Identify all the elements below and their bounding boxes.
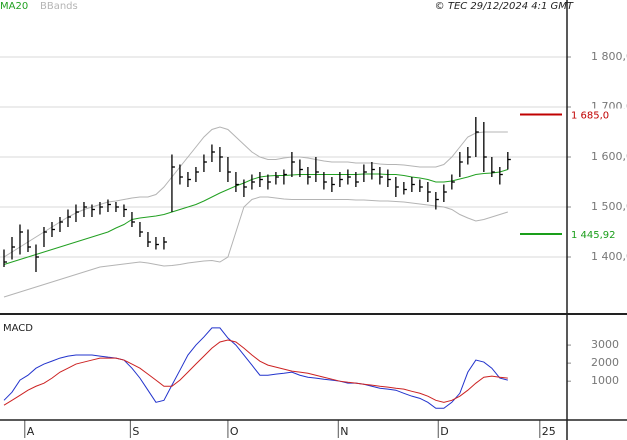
legend-ma: MA20 <box>0 1 28 12</box>
level-label-bg <box>570 228 627 241</box>
x-tick-label: A <box>27 425 35 438</box>
x-tick-label: S <box>132 425 139 438</box>
y-tick-label: 1 500,00 <box>591 200 627 213</box>
line-series <box>3 196 508 298</box>
macd-title: MACD <box>3 323 33 334</box>
x-tick-label: N <box>340 425 348 438</box>
y-tick-label: 1 600,00 <box>591 150 627 163</box>
x-tick-label: O <box>230 425 239 438</box>
legend-bbands: BBands <box>40 1 78 12</box>
copyright: © TEC 29/12/2024 4:1 GMT <box>435 1 574 12</box>
y-tick-label: 1000 <box>591 374 619 387</box>
y-tick-label: 1 800,00 <box>591 50 627 63</box>
y-tick-label: 1 400,00 <box>591 250 627 263</box>
x-tick-label: D <box>440 425 448 438</box>
x-tick-label: 25 <box>542 425 556 438</box>
level-label: 1 445,92 <box>571 230 616 241</box>
line-series <box>3 169 508 265</box>
y-tick-label: 3000 <box>591 338 619 351</box>
line-series <box>3 126 508 258</box>
y-tick-label: 2000 <box>591 356 619 369</box>
level-label: 1 685,0 <box>571 111 609 122</box>
line-series <box>3 339 508 406</box>
level-label-bg <box>570 108 627 121</box>
line-series <box>3 327 508 409</box>
